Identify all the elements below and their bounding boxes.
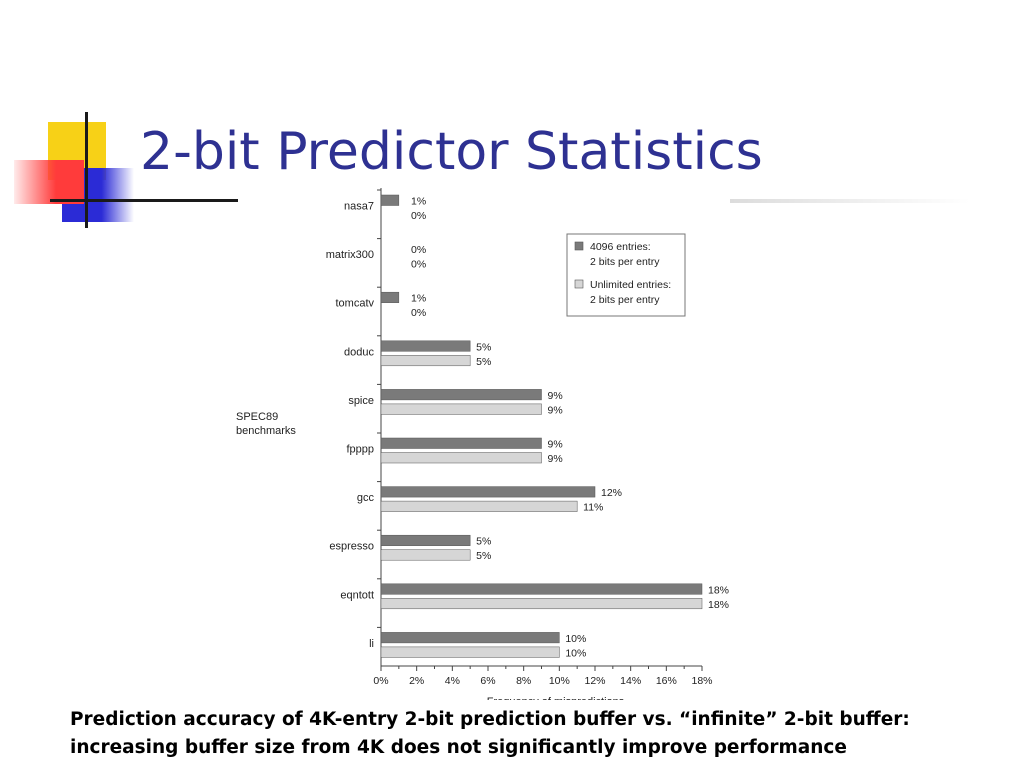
x-tick-label: 4% — [445, 675, 460, 687]
caption-line-2: increasing buffer size from 4K does not … — [70, 737, 847, 758]
bar-value-label: 1% — [411, 196, 426, 208]
legend-swatch — [574, 241, 584, 251]
caption-line-1: Prediction accuracy of 4K-entry 2-bit pr… — [70, 709, 910, 730]
category-label: li — [369, 638, 374, 650]
category-label: gcc — [357, 492, 375, 504]
x-tick-label: 0% — [373, 675, 388, 687]
bar-value-label: 0% — [411, 259, 426, 271]
bar-series-1 — [380, 340, 471, 352]
bar-value-label: 18% — [708, 599, 729, 611]
bar-series-1 — [380, 632, 560, 644]
category-label: spice — [348, 395, 374, 407]
bar-series-1 — [380, 583, 703, 595]
legend-swatch — [574, 279, 584, 289]
legend-box — [566, 233, 686, 317]
x-tick-label: 14% — [620, 675, 641, 687]
category-label: fpppp — [346, 444, 374, 456]
x-tick-label: 16% — [656, 675, 677, 687]
bar-series-2 — [380, 598, 703, 610]
bar-series-1 — [380, 437, 542, 449]
bar-value-label: 12% — [601, 487, 622, 499]
bar-series-2 — [380, 549, 471, 561]
bar-series-2 — [380, 646, 560, 658]
category-label: doduc — [344, 346, 374, 358]
bar-value-label: 18% — [708, 584, 729, 596]
slide-caption: Prediction accuracy of 4K-entry 2-bit pr… — [70, 706, 1010, 762]
category-label: espresso — [329, 541, 374, 553]
category-label: tomcatv — [335, 298, 374, 310]
bar-value-label: 9% — [548, 453, 563, 465]
title-rule-fade — [730, 199, 970, 203]
x-tick-label: 2% — [409, 675, 424, 687]
bar-value-label: 0% — [411, 244, 426, 256]
slide-title: 2-bit Predictor Statistics — [140, 122, 763, 182]
category-label: nasa7 — [344, 201, 374, 213]
category-label: eqntott — [340, 589, 374, 601]
bar-value-label: 9% — [548, 439, 563, 451]
bar-value-label: 5% — [476, 341, 491, 353]
deco-vertical-line — [85, 112, 88, 228]
bar-series-1 — [380, 534, 471, 546]
x-tick-label: 18% — [691, 675, 712, 687]
bar-value-label: 10% — [565, 633, 586, 645]
bar-value-label: 1% — [411, 293, 426, 305]
bar-value-label: 5% — [476, 536, 491, 548]
bar-value-label: 10% — [565, 647, 586, 659]
bar-value-label: 0% — [411, 307, 426, 319]
bar-value-label: 9% — [548, 390, 563, 402]
category-label: matrix300 — [326, 249, 374, 261]
title-rule — [50, 199, 238, 202]
legend-label: Unlimited entries: 2 bits per entry — [590, 279, 671, 306]
bar-value-label: 9% — [548, 404, 563, 416]
bar-series-1 — [380, 194, 400, 206]
bar-series-2 — [380, 452, 542, 464]
bar-series-1 — [380, 291, 400, 303]
bar-series-2 — [380, 403, 542, 415]
bar-value-label: 5% — [476, 550, 491, 562]
bar-series-1 — [380, 486, 596, 498]
bar-value-label: 5% — [476, 356, 491, 368]
bar-value-label: 0% — [411, 210, 426, 222]
bar-series-1 — [380, 389, 542, 401]
x-tick-label: 10% — [549, 675, 570, 687]
x-tick-label: 6% — [480, 675, 495, 687]
bar-value-label: 11% — [583, 502, 603, 514]
deco-red-square — [14, 160, 84, 204]
x-axis-label: Frequency of mispredictions — [487, 696, 625, 700]
legend-label: 4096 entries: 2 bits per entry — [590, 241, 660, 268]
benchmark-group-label: SPEC89 benchmarks — [236, 411, 296, 437]
bar-series-2 — [380, 355, 471, 367]
x-tick-label: 8% — [516, 675, 531, 687]
bar-series-2 — [380, 500, 578, 512]
misprediction-chart: 0% 2% 4% 6% 8% 10% 12% 14% 16% 18% Frequency of mi… — [236, 188, 729, 700]
x-tick-label: 12% — [584, 675, 605, 687]
